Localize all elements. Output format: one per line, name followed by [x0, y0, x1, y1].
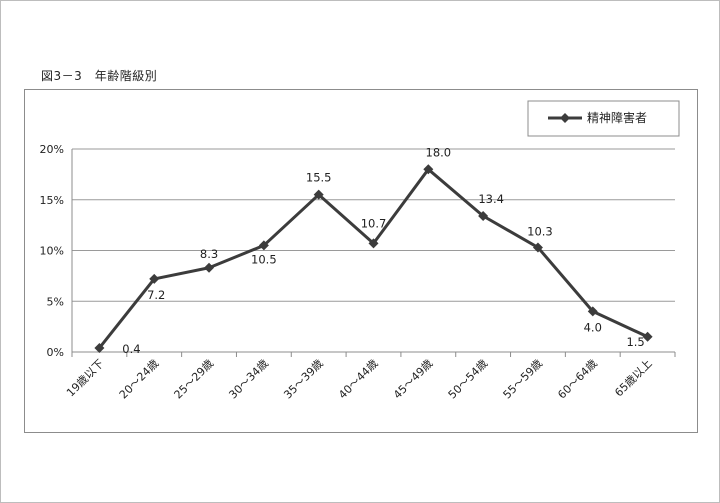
- legend-marker: [560, 113, 570, 123]
- data-label: 10.3: [527, 224, 553, 238]
- data-label: 4.0: [584, 320, 602, 334]
- data-point-marker: [94, 342, 105, 353]
- data-point-marker: [368, 238, 379, 249]
- chart-area: [24, 89, 698, 433]
- x-tick-label: 60～64歳: [555, 357, 600, 402]
- data-label: 0.4: [122, 342, 140, 356]
- data-point-marker: [149, 273, 160, 284]
- x-tick-label: 65歳以上: [612, 357, 654, 399]
- y-tick-label: 10%: [40, 245, 64, 258]
- figure-caption: 図3－3 年齢階級別: [41, 69, 158, 83]
- y-tick-label: 20%: [40, 143, 64, 156]
- x-tick-label: 40～44歳: [336, 357, 381, 402]
- data-label: 15.5: [306, 171, 332, 185]
- data-point-marker: [532, 242, 543, 253]
- x-tick-label: 45～49歳: [391, 357, 436, 402]
- data-point-marker: [204, 262, 215, 273]
- y-tick-label: 15%: [40, 194, 64, 207]
- y-tick-label: 0%: [47, 346, 64, 359]
- data-label: 7.2: [147, 288, 165, 302]
- data-label: 1.5: [626, 335, 644, 349]
- data-point-marker: [423, 164, 434, 175]
- data-label: 18.0: [426, 145, 452, 159]
- x-tick-label: 55～59歳: [501, 357, 546, 402]
- data-label: 10.5: [251, 252, 277, 266]
- x-tick-label: 50～54歳: [446, 357, 491, 402]
- data-label: 13.4: [478, 192, 504, 206]
- legend-label: 精神障害者: [587, 110, 647, 125]
- y-tick-label: 5%: [47, 295, 64, 308]
- x-tick-label: 35～39歳: [281, 357, 326, 402]
- data-label: 8.3: [200, 247, 218, 261]
- data-point-marker: [313, 189, 324, 200]
- data-point-marker: [258, 240, 269, 251]
- data-label: 10.7: [361, 216, 387, 230]
- x-tick-label: 25～29歳: [172, 357, 217, 402]
- x-tick-label: 20～24歳: [117, 357, 162, 402]
- series-line: [98, 167, 649, 349]
- data-point-marker: [642, 331, 653, 342]
- data-point-marker: [587, 306, 598, 317]
- x-tick-label: 30～34歳: [226, 357, 271, 402]
- x-tick-label: 19歳以下: [64, 357, 106, 399]
- data-point-marker: [478, 210, 489, 221]
